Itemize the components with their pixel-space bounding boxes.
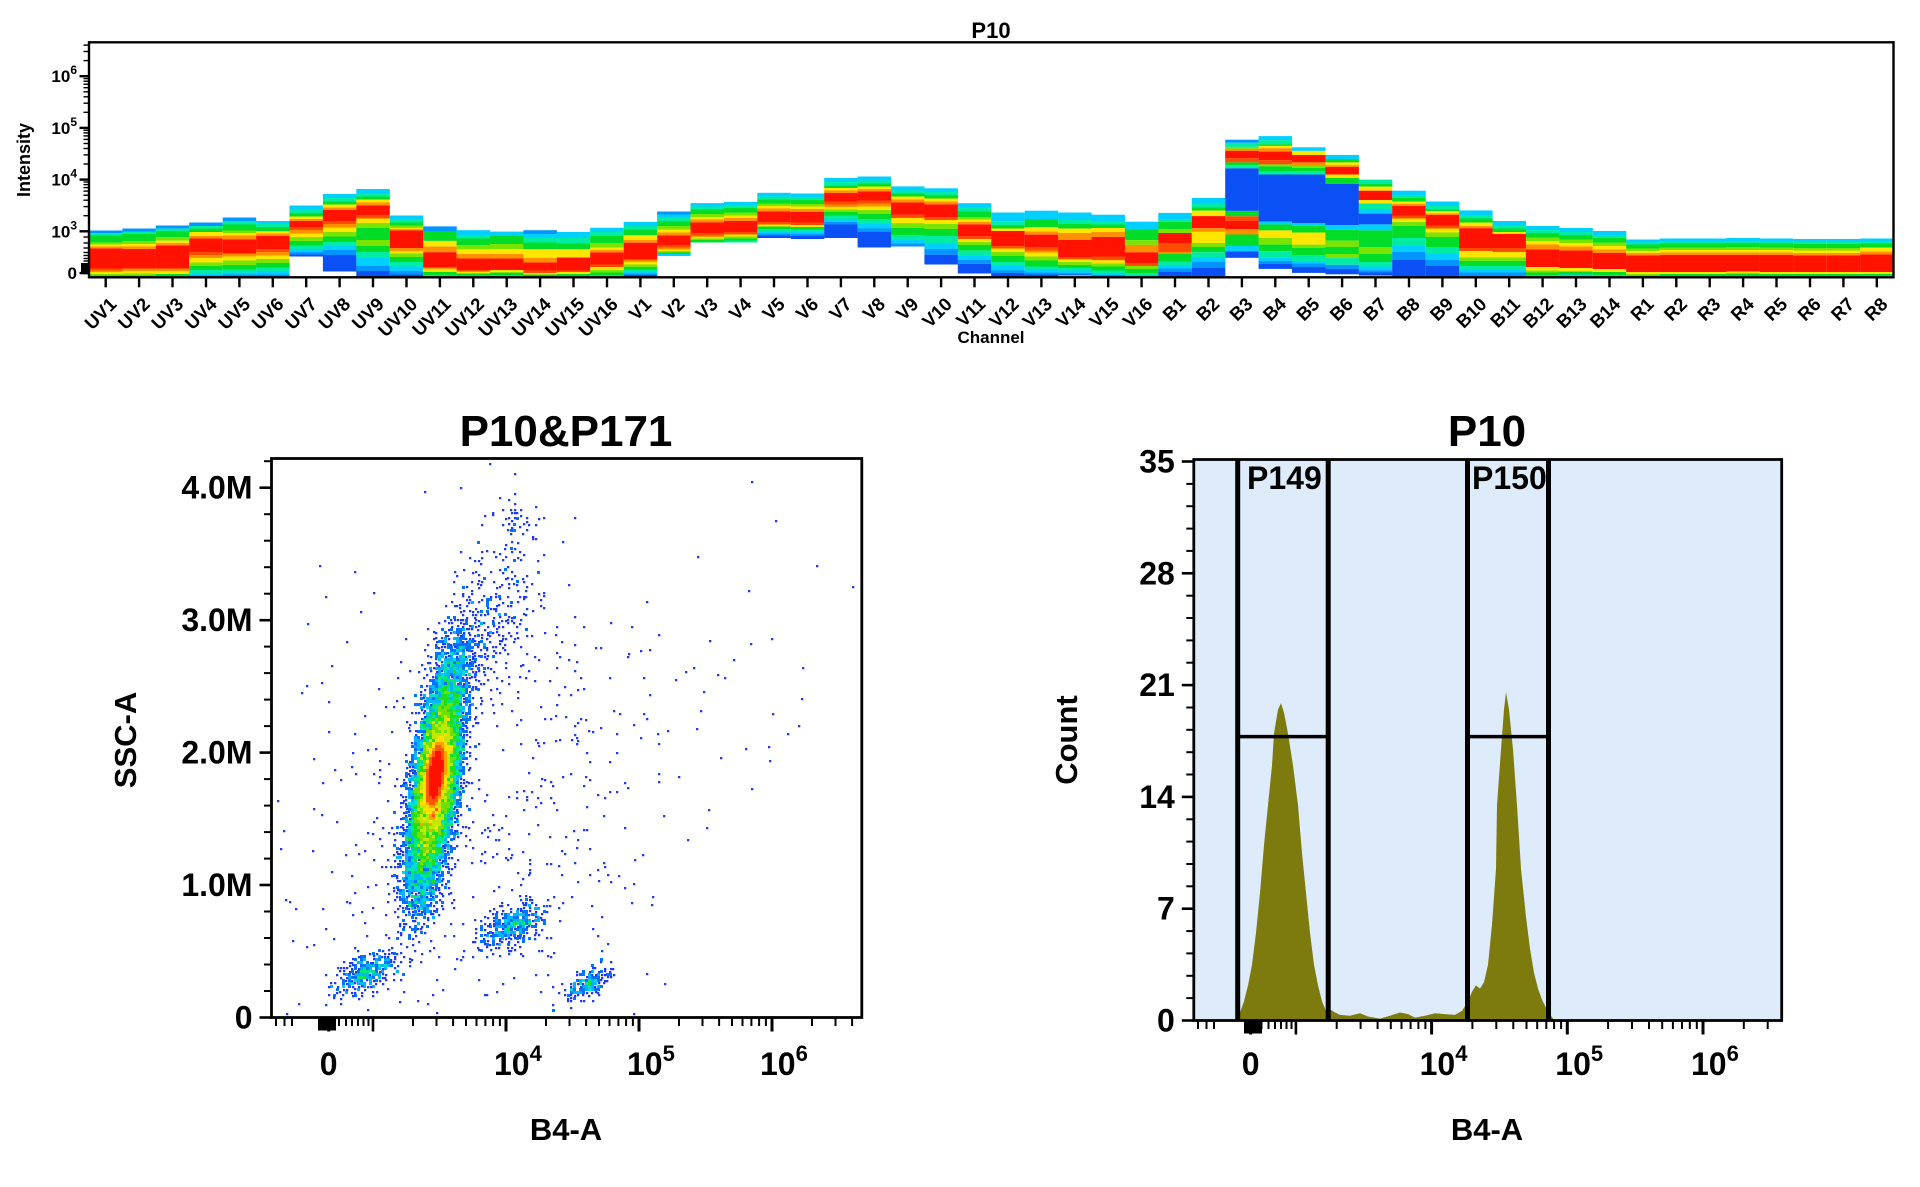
svg-text:0: 0 [1242,1046,1260,1082]
svg-text:P10: P10 [971,18,1010,43]
svg-text:B4-A: B4-A [1451,1112,1523,1147]
svg-text:0: 0 [1157,1003,1175,1039]
svg-text:7: 7 [1157,891,1175,927]
svg-text:B4-A: B4-A [530,1112,602,1147]
svg-text:0: 0 [68,264,77,283]
svg-text:21: 21 [1139,667,1175,703]
svg-text:14: 14 [1139,779,1175,815]
svg-text:P10: P10 [1448,407,1526,456]
svg-text:28: 28 [1139,555,1175,591]
svg-text:104: 104 [494,1041,543,1082]
svg-text:4.0M: 4.0M [181,470,252,506]
svg-text:0: 0 [320,1046,338,1082]
svg-text:0: 0 [235,1000,253,1036]
svg-text:P149: P149 [1247,460,1322,496]
svg-text:3.0M: 3.0M [181,602,252,638]
svg-text:2.0M: 2.0M [181,735,252,771]
svg-text:P150: P150 [1472,460,1547,496]
svg-text:Channel: Channel [957,328,1024,347]
svg-text:Intensity: Intensity [14,123,34,197]
svg-text:Count: Count [1049,695,1084,785]
svg-text:SSC-A: SSC-A [108,692,143,788]
svg-text:1.0M: 1.0M [181,867,252,903]
svg-text:P10&P171: P10&P171 [460,407,673,456]
svg-text:35: 35 [1139,444,1175,480]
